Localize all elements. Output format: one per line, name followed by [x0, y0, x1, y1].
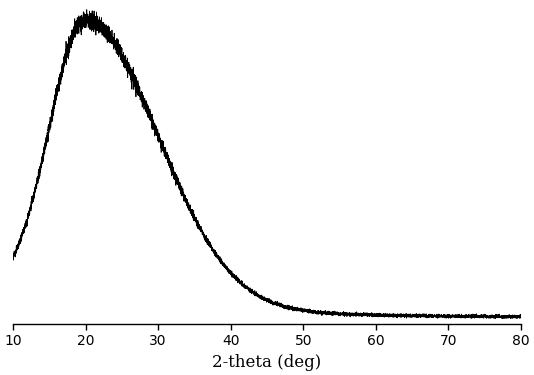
X-axis label: 2-theta (deg): 2-theta (deg) [213, 354, 321, 371]
